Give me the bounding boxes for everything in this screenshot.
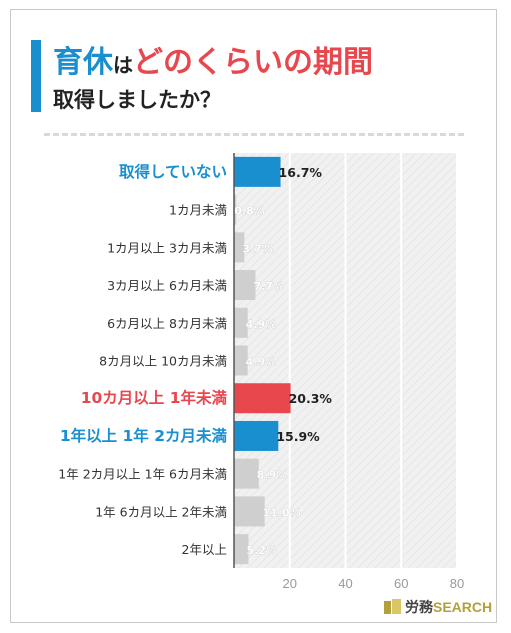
value-label: 15.9% [276,429,320,444]
bar [234,156,281,187]
bar [234,458,259,489]
bar [234,496,265,527]
dashed-divider [44,133,464,136]
value-label: 16.7% [279,165,323,180]
bar [234,232,245,263]
title-part-2: は [113,53,133,77]
value-label: 4.9% [246,318,277,331]
value-label: 8.9% [257,469,288,482]
category-label: 1年 2カ月以上 1年 6カ月未満 [58,467,227,482]
bar [234,534,249,565]
title-part-1: 育休 [53,45,113,80]
category-label: 3カ月以上 6カ月未満 [107,278,227,293]
value-label: 20.3% [289,391,333,406]
category-label: 10カ月以上 1年未満 [81,388,228,407]
category-label: 1年 6カ月以上 2年未満 [95,504,227,519]
category-label: 1カ月未満 [169,203,227,218]
value-label: 4.9% [246,356,277,369]
x-tick-label: 80 [450,576,464,591]
category-label: 取得していない [119,162,227,181]
category-label: 1カ月以上 3カ月未満 [107,240,227,255]
bar [234,307,248,338]
x-tick-label: 40 [338,576,352,591]
category-label: 2年以上 [182,542,227,557]
brand-logo: 労務SEARCH [384,597,492,617]
value-label: 3.7% [242,242,273,255]
bar [234,383,291,414]
chart-title: 育休はどのくらいの期間 [53,37,373,81]
bar [234,270,256,301]
category-label: 1年以上 1年 2カ月未満 [60,426,228,445]
brand-name: SEARCH [433,599,493,615]
x-tick-label: 60 [394,576,408,591]
title-part-3: どのくらいの期間 [133,45,373,80]
x-tick-label: 20 [283,576,297,591]
category-label: 8カ月以上 10カ月未満 [99,354,227,369]
bar [234,194,237,225]
book-icon [384,598,401,614]
value-label: 11.0% [263,506,301,519]
value-label: 5.2% [246,544,277,557]
title-accent-bar [31,40,41,112]
value-label: 0.8% [234,205,265,218]
category-label: 6カ月以上 8カ月未満 [107,316,227,331]
chart-subtitle: 取得しましたか？ [53,88,221,112]
value-label: 7.7% [253,280,284,293]
brand-mark: 労務 [405,599,433,615]
bar [234,420,279,451]
bar [234,345,248,376]
